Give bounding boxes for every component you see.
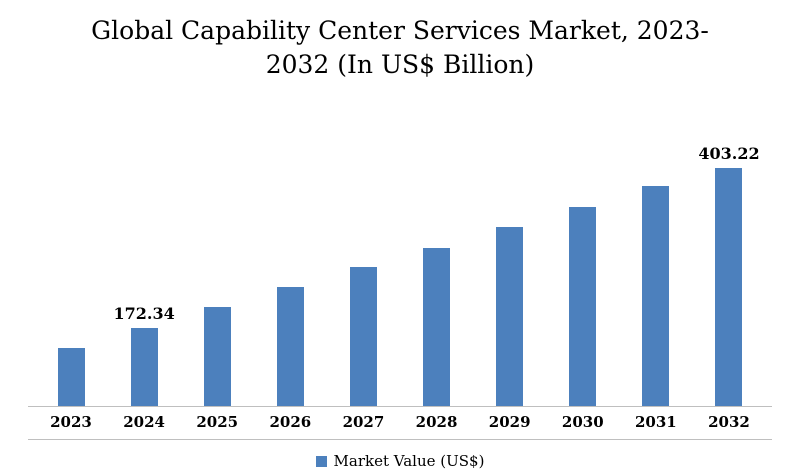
bar [715, 167, 743, 406]
bar-column: 172.34 [109, 304, 179, 406]
x-axis-label: 2027 [342, 413, 385, 431]
bar-value-label: 172.34 [113, 304, 175, 323]
plot-area: 172.34 403.22 [28, 134, 772, 406]
bar-column [328, 267, 398, 406]
bar-column: 403.22 [694, 144, 764, 406]
bar [496, 226, 524, 406]
bar-column [475, 226, 545, 406]
bar [423, 247, 451, 406]
bar [349, 267, 377, 406]
x-axis-labels: 2023 2024 2025 2026 2027 2028 2029 2030 2031 2032 [28, 407, 772, 439]
bar [276, 286, 304, 406]
legend-label: Market Value (US$) [333, 452, 485, 470]
chart-title: Global Capability Center Services Market… [91, 14, 709, 82]
bar-column [255, 286, 325, 406]
bar [642, 185, 670, 406]
x-axis-label: 2023 [50, 413, 92, 431]
x-axis-label: 2024 [123, 413, 165, 431]
chart-title-line1: Global Capability Center Services Market… [91, 16, 709, 45]
x-axis-label: 2029 [488, 413, 531, 431]
bar-value-label: 403.22 [698, 143, 760, 163]
bar-column [621, 185, 691, 406]
chart-title-line2: 2032 (In US$ Billion) [265, 49, 535, 79]
bar-column [402, 247, 472, 406]
bar-column [36, 348, 106, 406]
legend: Market Value (US$) [28, 440, 772, 470]
bar [57, 348, 85, 406]
legend-swatch-icon [315, 455, 327, 467]
x-axis-label: 2028 [415, 413, 458, 431]
x-axis-line [28, 406, 772, 407]
chart-bottom-border [28, 439, 772, 440]
bar [203, 306, 231, 406]
x-axis-label: 2032 [708, 413, 750, 431]
bar-column [548, 207, 618, 406]
x-axis-label: 2030 [561, 413, 604, 431]
x-axis-label: 2031 [635, 413, 677, 431]
bar [569, 207, 597, 406]
x-axis-label: 2025 [196, 413, 239, 431]
x-axis-label: 2026 [269, 413, 312, 431]
bar-column [182, 306, 252, 406]
bar [130, 328, 158, 406]
